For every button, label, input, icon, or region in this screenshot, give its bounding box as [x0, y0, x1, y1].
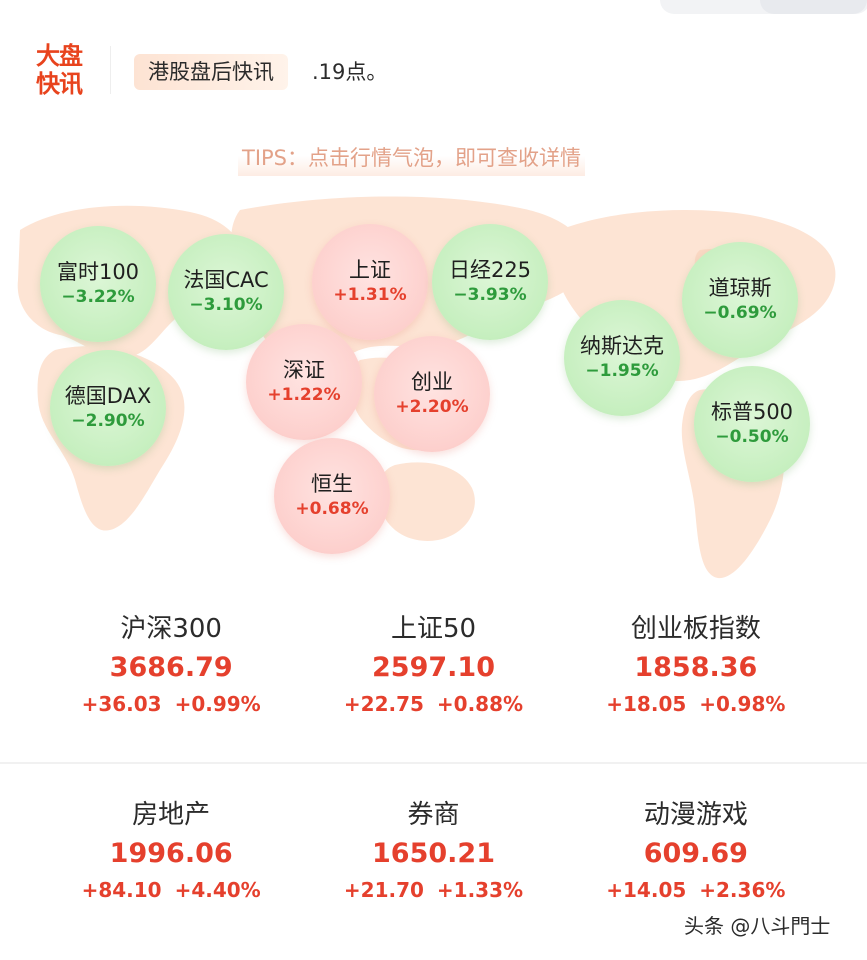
sector-change: +21.70 +1.33%	[343, 878, 524, 902]
bubble-name: 日经225	[448, 258, 532, 282]
bubble-dowjones[interactable]: 道琼斯 −0.69%	[682, 242, 798, 358]
bubble-name: 上证	[349, 258, 391, 282]
brand-line-2: 快讯	[36, 70, 83, 98]
bubble-name: 深证	[283, 358, 325, 382]
watermark-text: 头条 @八斗門士	[684, 914, 831, 938]
index-price: 3686.79	[109, 652, 233, 683]
index-change: +22.75 +0.88%	[343, 692, 524, 716]
bubble-change: −0.50%	[715, 427, 789, 447]
bubble-cac[interactable]: 法国CAC −3.10%	[168, 234, 284, 350]
bubble-nikkei225[interactable]: 日经225 −3.93%	[432, 224, 548, 340]
index-name: 沪深300	[120, 614, 222, 644]
sector-name: 券商	[407, 800, 460, 830]
sector-price: 1996.06	[109, 838, 233, 869]
index-name: 上证50	[390, 614, 477, 644]
bubble-hangseng[interactable]: 恒生 +0.68%	[274, 438, 390, 554]
bubble-change: −3.22%	[61, 287, 135, 307]
index-change: +36.03 +0.99%	[81, 692, 261, 716]
index-change: +18.05 +0.98%	[606, 692, 786, 716]
bubble-name: 道琼斯	[708, 276, 772, 300]
tips-text: TIPS：点击行情气泡，即可查收详情	[238, 142, 586, 176]
brand-logo: 大盘 快讯	[36, 42, 92, 98]
bubble-shanghai[interactable]: 上证 +1.31%	[312, 224, 428, 340]
news-tag[interactable]: 港股盘后快讯	[134, 54, 288, 90]
bubble-sp500[interactable]: 标普500 −0.50%	[694, 366, 810, 482]
bubble-dax[interactable]: 德国DAX −2.90%	[50, 350, 166, 466]
brand-line-1: 大盘	[36, 42, 83, 70]
bubble-nasdaq[interactable]: 纳斯达克 −1.95%	[564, 300, 680, 416]
index-card-sz50[interactable]: 上证50 2597.10 +22.75 +0.88%	[302, 612, 564, 718]
news-ticker-text[interactable]: .19点。	[312, 60, 388, 84]
bubble-change: −3.93%	[453, 285, 527, 305]
bubble-change: −2.90%	[71, 411, 145, 431]
sector-price: 609.69	[643, 838, 748, 869]
index-price: 1858.36	[634, 652, 758, 683]
index-card-chinext[interactable]: 创业板指数 1858.36 +18.05 +0.98%	[565, 612, 827, 718]
sector-price: 1650.21	[372, 838, 495, 869]
bubble-change: −1.95%	[585, 361, 659, 381]
bubble-change: +2.20%	[395, 397, 469, 417]
bubble-name: 创业	[411, 370, 453, 394]
bubble-change: −3.10%	[189, 295, 263, 315]
sector-name: 动漫游戏	[643, 800, 748, 830]
sector-name: 房地产	[132, 800, 211, 830]
bubble-name: 恒生	[311, 472, 353, 496]
bubble-name: 纳斯达克	[580, 334, 664, 358]
index-name: 创业板指数	[630, 614, 761, 644]
index-card-hs300[interactable]: 沪深300 3686.79 +36.03 +0.99%	[40, 612, 302, 718]
sector-change: +14.05 +2.36%	[606, 878, 786, 902]
bubble-chinext[interactable]: 创业 +2.20%	[374, 336, 490, 452]
sector-card-animation-games[interactable]: 动漫游戏 609.69 +14.05 +2.36%	[565, 798, 827, 904]
bubble-ftse100[interactable]: 富时100 −3.22%	[40, 226, 156, 342]
bubble-name: 富时100	[56, 260, 140, 284]
index-price: 2597.10	[372, 652, 495, 683]
index-row-main: 沪深300 3686.79 +36.03 +0.99% 上证50 2597.10…	[40, 612, 827, 718]
sector-card-realestate[interactable]: 房地产 1996.06 +84.10 +4.40%	[40, 798, 302, 904]
bubble-name: 标普500	[710, 400, 794, 424]
bubble-change: −0.69%	[703, 303, 777, 323]
sector-card-brokers[interactable]: 券商 1650.21 +21.70 +1.33%	[302, 798, 564, 904]
brand-divider	[110, 46, 111, 94]
sector-row: 房地产 1996.06 +84.10 +4.40% 券商 1650.21 +21…	[40, 798, 827, 904]
bubble-change: +1.31%	[333, 285, 407, 305]
top-pill-inner	[760, 0, 867, 14]
sector-change: +84.10 +4.40%	[81, 878, 261, 902]
bubble-change: +0.68%	[295, 499, 369, 519]
section-divider	[0, 762, 867, 764]
bubble-change: +1.22%	[267, 385, 341, 405]
bubble-name: 德国DAX	[64, 384, 152, 408]
bubble-shenzhen[interactable]: 深证 +1.22%	[246, 324, 362, 440]
bubble-name: 法国CAC	[183, 268, 269, 292]
